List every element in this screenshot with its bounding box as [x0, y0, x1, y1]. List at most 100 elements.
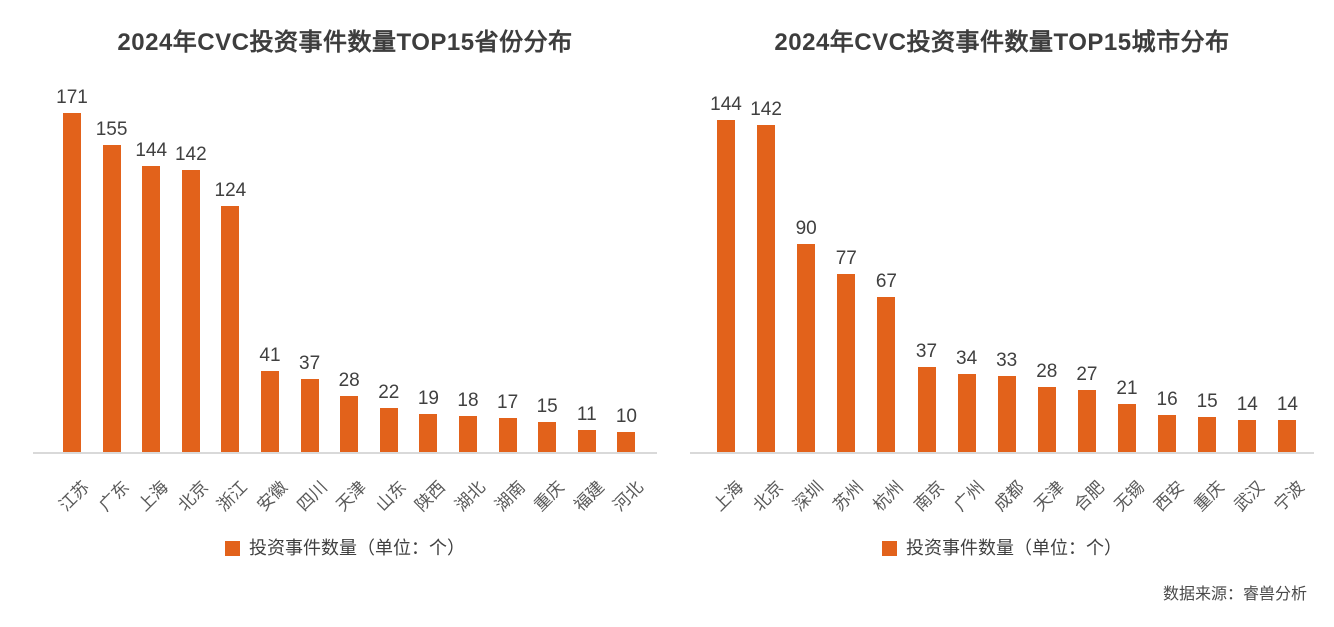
category-label: 合肥: [1070, 477, 1108, 516]
value-label: 22: [378, 382, 400, 403]
category-label: 陕西: [411, 477, 450, 516]
category-label: 重庆: [1190, 477, 1229, 516]
category-label: 湖北: [451, 477, 489, 516]
legend-label: 投资事件数量（单位：个）: [249, 538, 465, 558]
value-label: 34: [956, 348, 978, 369]
bar-上海: [142, 166, 161, 452]
category-label: 湖南: [491, 477, 529, 516]
bar-重庆: [1198, 417, 1217, 452]
category-label: 杭州: [869, 477, 908, 516]
value-label: 155: [95, 119, 128, 140]
bar-北京: [181, 170, 200, 452]
value-label: 33: [996, 350, 1018, 371]
bar-浙江: [221, 206, 240, 452]
category-label: 武汉: [1230, 477, 1269, 516]
value-label: 28: [338, 370, 360, 391]
legend-swatch-icon: [882, 540, 897, 556]
bar-安徽: [261, 371, 279, 452]
category-label: 南京: [909, 477, 948, 516]
category-label: 上海: [134, 477, 173, 516]
category-label: 浙江: [213, 477, 252, 516]
x-axis-labels-provinces: 江苏 广东 上海 北京 浙江 安徽 四川 天津 山东 陕西 湖北 湖南 重庆 福建 河北: [33, 452, 657, 532]
value-label: 21: [1116, 378, 1138, 399]
value-label: 10: [615, 406, 637, 427]
value-label: 124: [214, 180, 247, 201]
bar-无锡: [1118, 404, 1136, 452]
value-label: 19: [417, 388, 439, 409]
legend-provinces: 投资事件数量（单位：个）: [33, 534, 657, 560]
category-label: 上海: [709, 477, 747, 516]
category-label: 天津: [1030, 477, 1068, 516]
plot-area-provinces: 171 155 144 142 124 41 37 28 22 19 18 17 15 11 10: [33, 85, 657, 454]
bar-广州: [957, 374, 976, 452]
bar-山东: [379, 408, 398, 452]
category-label: 河北: [609, 477, 648, 516]
category-label: 深圳: [789, 477, 828, 516]
value-label: 17: [497, 392, 519, 413]
value-label: 14: [1236, 394, 1258, 415]
category-label: 广东: [95, 477, 133, 516]
category-label: 苏州: [829, 477, 868, 516]
category-label: 宁波: [1270, 477, 1309, 516]
category-label: 福建: [570, 477, 608, 516]
value-label: 16: [1156, 389, 1178, 410]
bar-福建: [577, 430, 596, 452]
value-label: 171: [56, 87, 88, 108]
value-label: 41: [259, 345, 281, 366]
bar-深圳: [797, 244, 816, 452]
value-label: 27: [1076, 364, 1098, 385]
value-label: 144: [710, 94, 742, 115]
value-label: 15: [1196, 391, 1218, 412]
bar-武汉: [1238, 420, 1257, 452]
data-source-note: 数据来源：睿兽分析: [1162, 586, 1307, 603]
chart-title-cities: 2024年CVC投资事件数量TOP15城市分布: [774, 29, 1230, 56]
category-label: 四川: [293, 477, 331, 516]
value-label: 14: [1276, 394, 1298, 415]
bar-西安: [1158, 415, 1177, 452]
value-label: 37: [299, 353, 321, 374]
bar-湖北: [459, 416, 477, 452]
value-label: 144: [135, 140, 168, 161]
value-label: 11: [576, 404, 597, 425]
chart-title-provinces: 2024年CVC投资事件数量TOP15省份分布: [117, 29, 573, 56]
chart-provinces: 2024年CVC投资事件数量TOP15省份分布 171 155 144 142 124 4…: [33, 0, 657, 610]
bar-陕西: [419, 414, 438, 452]
bar-广东: [102, 145, 121, 452]
bar-河北: [617, 432, 636, 452]
bar-北京: [757, 125, 776, 452]
category-label: 北京: [174, 477, 212, 516]
category-label: 重庆: [530, 477, 569, 516]
value-label: 142: [174, 144, 207, 165]
legend-swatch-icon: [225, 540, 240, 556]
value-label: 37: [915, 341, 938, 362]
bar-重庆: [538, 422, 557, 452]
legend-cities: 投资事件数量（单位：个）: [690, 534, 1314, 560]
value-label: 67: [875, 271, 897, 292]
chart-cities: 2024年CVC投资事件数量TOP15城市分布 144 142 90 77 67 37 34…: [690, 0, 1314, 610]
plot-area-cities: 144 142 90 77 67 37 34 33 28 27 21 16 15 14 14: [690, 85, 1314, 454]
category-label: 天津: [332, 477, 371, 516]
value-label: 15: [536, 396, 558, 417]
value-label: 18: [457, 390, 479, 411]
value-label: 77: [835, 248, 857, 269]
bar-湖南: [498, 418, 517, 452]
category-label: 江苏: [55, 477, 93, 516]
bar-江苏: [63, 113, 81, 452]
x-axis-labels-cities: 上海 北京 深圳 苏州 杭州 南京 广州 成都 天津 合肥 无锡 西安 重庆 武汉 宁波: [690, 452, 1314, 532]
category-label: 广州: [950, 477, 988, 516]
value-label: 142: [750, 99, 782, 120]
bar-宁波: [1278, 420, 1297, 452]
category-label: 北京: [749, 477, 788, 516]
bar-南京: [917, 367, 936, 452]
bar-成都: [997, 376, 1016, 452]
bar-杭州: [877, 297, 896, 452]
bar-上海: [717, 120, 735, 452]
bar-合肥: [1077, 390, 1096, 452]
legend-label: 投资事件数量（单位：个）: [906, 538, 1122, 558]
category-label: 山东: [372, 477, 410, 516]
bar-苏州: [837, 274, 856, 452]
bar-四川: [300, 379, 319, 452]
value-label: 90: [795, 218, 817, 239]
category-label: 安徽: [253, 477, 291, 516]
bar-天津: [340, 396, 359, 452]
